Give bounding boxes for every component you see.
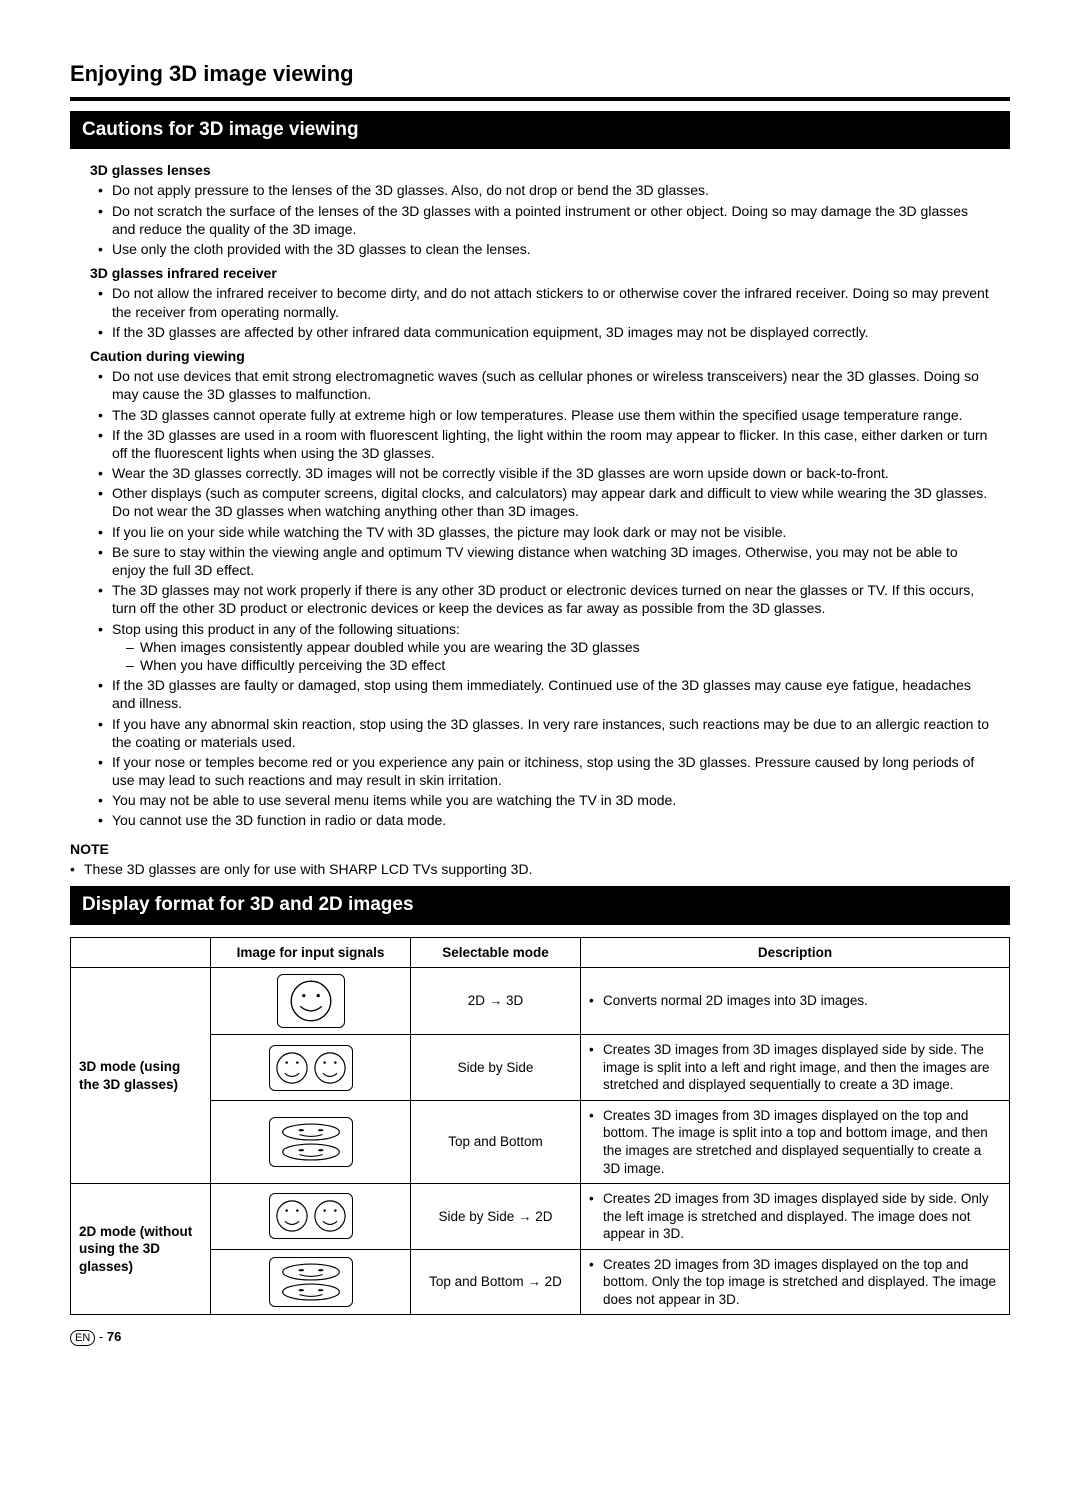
bullet-item: Do not scratch the surface of the lenses…	[98, 202, 992, 238]
th-description: Description	[581, 937, 1010, 968]
bullet-item: Use only the cloth provided with the 3D …	[98, 240, 992, 258]
footer-sep: -	[99, 1329, 107, 1344]
bullet-item: You may not be able to use several menu …	[98, 791, 992, 809]
bullet-item: Do not use devices that emit strong elec…	[98, 367, 992, 403]
desc-cell: Creates 3D images from 3D images display…	[581, 1035, 1010, 1101]
bullet-item: You cannot use the 3D function in radio …	[98, 811, 992, 829]
bullet-item: If the 3D glasses are faulty or damaged,…	[98, 676, 992, 712]
signal-image-tab	[211, 1100, 411, 1183]
desc-cell: Creates 2D images from 3D images display…	[581, 1184, 1010, 1250]
th-input-signals: Image for input signals	[211, 937, 411, 968]
row-group-3d: 3D mode (using the 3D glasses)	[71, 968, 211, 1184]
note-heading: NOTE	[70, 840, 1010, 858]
signal-image-2d3d	[211, 968, 411, 1035]
bullet-item: Other displays (such as computer screens…	[98, 484, 992, 520]
desc-text: Creates 3D images from 3D images display…	[603, 1041, 1001, 1094]
bullet-item: Wear the 3D glasses correctly. 3D images…	[98, 464, 992, 482]
section-display-format-bar: Display format for 3D and 2D images	[70, 886, 1010, 925]
bullet-item: The 3D glasses cannot operate fully at e…	[98, 406, 992, 424]
note-list: These 3D glasses are only for use with S…	[70, 860, 1010, 878]
list-caution-viewing: Do not use devices that emit strong elec…	[98, 367, 992, 830]
mode-cell: Top and Bottom → 2D	[411, 1249, 581, 1315]
bullet-item: If the 3D glasses are used in a room wit…	[98, 426, 992, 462]
mode-cell: Top and Bottom	[411, 1100, 581, 1183]
bullet-text: Stop using this product in any of the fo…	[112, 621, 460, 637]
list-infrared: Do not allow the infrared receiver to be…	[98, 284, 992, 341]
subhead-caution-viewing: Caution during viewing	[90, 347, 992, 365]
face-icon	[269, 1045, 353, 1091]
signal-image-tab-2d	[211, 1249, 411, 1315]
table-row: Top and Bottom → 2D Creates 2D images fr…	[71, 1249, 1010, 1315]
th-selectable-mode: Selectable mode	[411, 937, 581, 968]
desc-text: Converts normal 2D images into 3D images…	[603, 992, 1001, 1010]
signal-image-sbs-2d	[211, 1184, 411, 1250]
format-table: Image for input signals Selectable mode …	[70, 937, 1010, 1316]
table-row: Top and Bottom Creates 3D images from 3D…	[71, 1100, 1010, 1183]
face-icon	[269, 1193, 353, 1239]
note-item: These 3D glasses are only for use with S…	[70, 860, 1010, 878]
bullet-item: Do not allow the infrared receiver to be…	[98, 284, 992, 320]
desc-cell: Creates 3D images from 3D images display…	[581, 1100, 1010, 1183]
bullet-item: Stop using this product in any of the fo…	[98, 620, 992, 675]
desc-text: Creates 3D images from 3D images display…	[603, 1107, 1001, 1177]
cautions-block: 3D glasses lenses Do not apply pressure …	[70, 161, 1010, 829]
sub-list: When images consistently appear doubled …	[112, 638, 992, 674]
list-lenses: Do not apply pressure to the lenses of t…	[98, 181, 992, 258]
desc-text: Creates 2D images from 3D images display…	[603, 1190, 1001, 1243]
bullet-item: If you have any abnormal skin reaction, …	[98, 715, 992, 751]
footer-lang: EN	[70, 1330, 95, 1346]
face-icon	[269, 1257, 353, 1307]
signal-image-sbs	[211, 1035, 411, 1101]
page-title: Enjoying 3D image viewing	[70, 60, 1010, 89]
dash-item: When images consistently appear doubled …	[126, 638, 992, 656]
bullet-item: If your nose or temples become red or yo…	[98, 753, 992, 789]
section-cautions-bar: Cautions for 3D image viewing	[70, 111, 1010, 150]
mode-cell: Side by Side → 2D	[411, 1184, 581, 1250]
face-icon	[269, 1117, 353, 1167]
desc-cell: Creates 2D images from 3D images display…	[581, 1249, 1010, 1315]
bullet-item: Be sure to stay within the viewing angle…	[98, 543, 992, 579]
bullet-item: Do not apply pressure to the lenses of t…	[98, 181, 992, 199]
table-row: 3D mode (using the 3D glasses) 2D → 3D C…	[71, 968, 1010, 1035]
table-row: Side by Side Creates 3D images from 3D i…	[71, 1035, 1010, 1101]
title-underline	[70, 97, 1010, 101]
desc-text: Creates 2D images from 3D images display…	[603, 1256, 1001, 1309]
dash-item: When you have difficultly perceiving the…	[126, 656, 992, 674]
th-blank	[71, 937, 211, 968]
row-group-2d: 2D mode (without using the 3D glasses)	[71, 1184, 211, 1315]
subhead-lenses: 3D glasses lenses	[90, 161, 992, 179]
subhead-infrared: 3D glasses infrared receiver	[90, 264, 992, 282]
table-row: 2D mode (without using the 3D glasses) S…	[71, 1184, 1010, 1250]
mode-cell: 2D → 3D	[411, 968, 581, 1035]
footer-page-number: 76	[107, 1329, 121, 1344]
bullet-item: If you lie on your side while watching t…	[98, 523, 992, 541]
face-icon	[277, 974, 345, 1028]
mode-cell: Side by Side	[411, 1035, 581, 1101]
page-footer: EN - 76	[70, 1329, 1010, 1346]
table-header-row: Image for input signals Selectable mode …	[71, 937, 1010, 968]
desc-cell: Converts normal 2D images into 3D images…	[581, 968, 1010, 1035]
bullet-item: If the 3D glasses are affected by other …	[98, 323, 992, 341]
bullet-item: The 3D glasses may not work properly if …	[98, 581, 992, 617]
